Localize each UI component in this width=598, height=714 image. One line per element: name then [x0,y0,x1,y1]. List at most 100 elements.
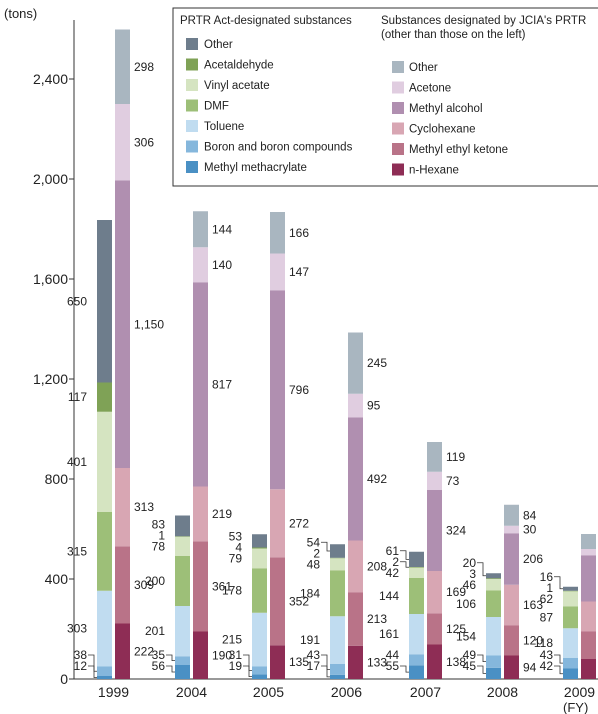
legend-swatch [392,122,404,135]
legend-entry: Toluene [204,121,244,133]
legend: PRTR Act-designated substances Substances… [172,7,598,187]
segment-value-label: 45 [463,659,477,673]
segment-value-label: 184 [300,586,320,600]
segment-value-label: 361 [212,579,232,593]
legend-group-title: PRTR Act-designated substances [180,15,352,27]
bar-segment [270,290,285,490]
leader-line [166,665,175,673]
segment-value-label: 48 [307,557,321,571]
segment-value-label: 163 [523,598,543,612]
leader-line [554,665,563,675]
bar-segment [427,490,442,571]
bar-segment [409,665,424,679]
bar-segment [486,573,501,579]
segment-value-label: 16 [540,570,554,584]
bar-segment [330,544,345,558]
y-tick-label: 2,000 [33,171,68,187]
bar-segment [97,382,112,412]
bar-segment [427,442,442,472]
segment-value-label: 796 [289,383,309,397]
segment-value-label: 53 [229,529,243,543]
bar-segment [330,664,345,675]
legend-swatch [392,143,404,155]
segment-value-label: 2 [392,555,399,569]
bar-segment [504,525,519,534]
segment-value-label: 201 [145,624,165,638]
legend-swatch [186,79,198,91]
bar-segment [504,655,519,679]
segment-value-label: 44 [386,648,400,662]
bar-segment [175,665,190,679]
segment-value-label: 119 [446,450,465,464]
x-tick-label: 1999 [98,684,129,700]
segment-value-label: 19 [229,659,243,673]
bar-segment [97,590,112,667]
leader-line [321,541,330,552]
legend-entry: Methyl methacrylate [204,162,307,174]
x-tick-label: 2007 [410,684,441,700]
leader-line [554,576,563,590]
legend-entry: Cyclohexane [409,124,475,136]
bar-segment [581,659,596,679]
bar-segment [252,612,267,667]
bar-segment [115,468,130,547]
bar-segment [409,654,424,666]
segment-value-label: 215 [222,633,242,647]
leader-line [477,562,486,577]
segment-value-label: 324 [446,524,466,538]
segment-value-label: 46 [463,578,477,592]
bar-segment [348,332,363,394]
segment-value-label: 313 [134,500,154,514]
segment-value-label: 213 [367,612,387,626]
segment-value-label: 56 [152,659,166,673]
leader-line [554,654,563,664]
bar-segment [581,631,596,659]
bar-segment [270,645,285,679]
segment-value-label: 87 [540,610,554,624]
legend-box [172,7,598,187]
segment-value-label: 144 [379,589,399,603]
leader-line [321,665,330,678]
segment-value-label: 43 [307,648,321,662]
leader-line [166,654,175,662]
bar-segment [348,540,363,593]
bar-segment [175,556,190,606]
segment-value-label: 12 [74,659,88,673]
segment-value-label: 817 [212,377,232,391]
segment-value-label: 200 [145,574,165,588]
legend-swatch [392,163,404,176]
y-tick-label: 800 [45,471,69,487]
leader-line [88,665,97,678]
legend-swatch [392,81,404,94]
bar-segment [348,417,363,541]
segment-value-label: 55 [386,659,400,673]
segment-value-label: 54 [307,535,321,549]
bar-segment [348,645,363,679]
bar-segment [563,606,578,629]
bar-segment [348,393,363,418]
segment-value-label: 31 [229,648,243,662]
leader-line [321,654,330,670]
segment-value-label: 190 [212,648,232,662]
legend-swatch [392,61,404,73]
bar-segment [330,616,345,664]
legend-entry: Vinyl acetate [204,80,270,92]
bar-segment [427,471,442,490]
leader-line [400,550,409,560]
segment-value-label: 35 [152,648,166,662]
bar-segment [252,674,267,679]
leader-line [477,654,486,663]
bar-segment [270,557,285,646]
segment-value-label: 125 [446,622,466,636]
segment-value-label: 650 [67,294,87,308]
bar-segment [330,570,345,617]
y-tick-label: 1,600 [33,271,68,287]
bar-segment [486,578,501,579]
x-axis-unit: (FY) [563,700,588,714]
y-tick-label: 400 [45,571,69,587]
legend-swatch [186,120,198,132]
x-tick-label: 2008 [487,684,518,700]
segment-value-label: 222 [134,644,154,658]
segment-value-label: 38 [74,648,88,662]
bar-segment [97,666,112,676]
